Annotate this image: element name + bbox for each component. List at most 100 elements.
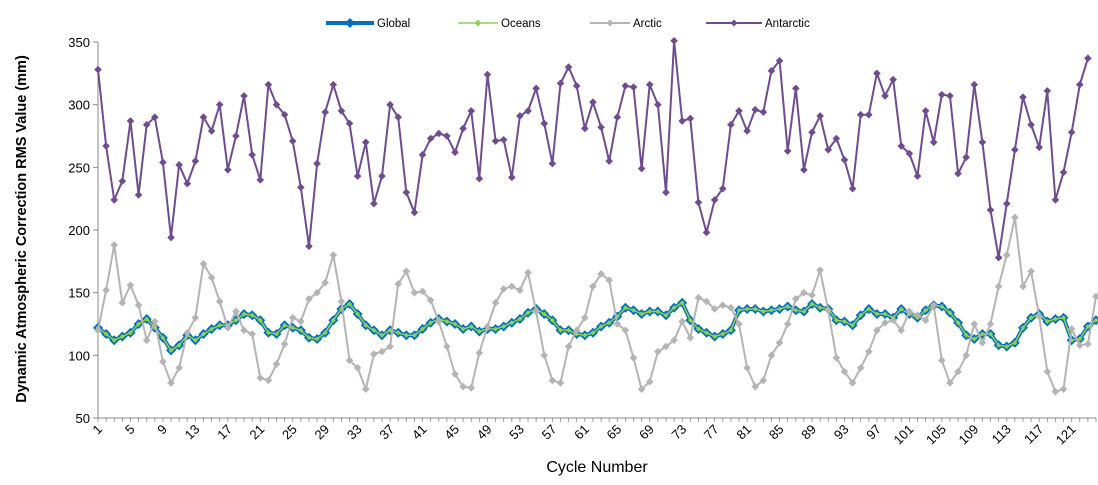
data-point-antarctic (605, 157, 613, 165)
data-point-antarctic (321, 108, 329, 116)
data-point-antarctic (459, 125, 467, 133)
data-point-arctic (695, 294, 703, 302)
x-tick-label: 101 (891, 422, 917, 448)
data-point-arctic (216, 298, 224, 306)
x-tick-label: 21 (247, 422, 268, 443)
data-point-antarctic (532, 85, 540, 93)
data-point-antarctic (378, 172, 386, 180)
data-point-antarctic (94, 66, 102, 74)
legend-label-arctic: Arctic (633, 18, 662, 30)
legend-item-antarctic: Antarctic (706, 18, 810, 30)
data-point-antarctic (743, 127, 751, 135)
data-point-antarctic (403, 189, 411, 197)
data-point-arctic (467, 384, 475, 392)
data-point-antarctic (654, 101, 662, 109)
data-point-arctic (962, 352, 970, 360)
y-tick-label: 300 (68, 98, 90, 113)
data-point-arctic (549, 377, 557, 385)
legend-item-global: Global (326, 18, 410, 30)
data-point-arctic (265, 377, 273, 385)
data-point-arctic (143, 336, 151, 344)
legend-item-oceans: Oceans (458, 18, 541, 30)
data-point-arctic (297, 318, 305, 326)
y-tick-label: 350 (68, 35, 90, 50)
data-point-antarctic (565, 63, 573, 71)
x-tick-label: 73 (668, 422, 689, 443)
data-point-antarctic (240, 92, 248, 100)
data-point-arctic (232, 308, 240, 316)
data-point-arctic (784, 320, 792, 328)
data-point-antarctic (703, 229, 711, 237)
legend-marker-antarctic (731, 20, 738, 27)
data-point-arctic (979, 339, 987, 347)
data-point-antarctic (224, 166, 232, 174)
data-point-antarctic (922, 107, 930, 115)
data-point-antarctic (589, 98, 597, 106)
data-point-antarctic (987, 206, 995, 214)
x-tick-label: 41 (409, 422, 430, 443)
data-point-arctic (565, 343, 573, 351)
data-point-arctic (127, 281, 135, 289)
data-point-antarctic (167, 234, 175, 242)
data-point-antarctic (135, 191, 143, 199)
data-point-arctic (476, 349, 484, 357)
x-tick-label: 109 (955, 422, 981, 448)
legend: Global Oceans Arctic Antarctic (326, 18, 810, 30)
series-line-antarctic (98, 41, 1088, 258)
data-point-antarctic (411, 209, 419, 217)
x-tick-label: 113 (989, 422, 1014, 447)
data-point-antarctic (662, 189, 670, 197)
data-point-antarctic (979, 138, 987, 146)
data-point-arctic (330, 251, 338, 259)
data-point-antarctic (889, 76, 897, 84)
x-tick-label: 45 (441, 422, 462, 443)
data-point-arctic (540, 352, 548, 360)
data-point-arctic (281, 340, 289, 348)
data-point-arctic (119, 299, 127, 307)
data-point-antarctic (1011, 146, 1019, 154)
data-point-antarctic (613, 113, 621, 121)
data-point-arctic (508, 283, 516, 291)
data-point-antarctic (646, 81, 654, 89)
series-global (93, 298, 1098, 356)
data-point-arctic (524, 269, 532, 277)
data-point-arctic (102, 286, 110, 294)
data-point-antarctic (1068, 128, 1076, 136)
data-point-arctic (816, 266, 824, 274)
y-tick-label: 100 (68, 348, 90, 363)
legend-label-antarctic: Antarctic (765, 18, 810, 30)
data-point-antarctic (305, 242, 313, 250)
data-point-antarctic (1076, 81, 1084, 89)
data-point-arctic (987, 320, 995, 328)
data-point-arctic (273, 360, 281, 368)
y-axis-label: Dynamic Atmospheric Correction RMS Value… (14, 55, 30, 403)
data-point-antarctic (110, 196, 118, 204)
data-point-antarctic (760, 108, 768, 116)
y-tick-label: 50 (76, 411, 90, 426)
x-tick-label: 17 (214, 422, 235, 443)
x-tick-label: 65 (604, 422, 625, 443)
data-point-arctic (443, 343, 451, 351)
y-tick-label: 150 (68, 286, 90, 301)
data-point-antarctic (970, 81, 978, 89)
x-tick-label: 37 (376, 422, 397, 443)
data-point-arctic (135, 301, 143, 309)
data-point-antarctic (419, 151, 427, 159)
data-point-antarctic (330, 81, 338, 89)
data-point-antarctic (954, 170, 962, 178)
series-layer (93, 37, 1098, 396)
data-point-antarctic (751, 106, 759, 114)
data-point-arctic (338, 298, 346, 306)
data-point-antarctic (695, 199, 703, 207)
data-point-antarctic (175, 161, 183, 169)
data-point-antarctic (484, 71, 492, 79)
data-point-antarctic (914, 172, 922, 180)
data-point-antarctic (370, 200, 378, 208)
x-tick-label: 85 (766, 422, 787, 443)
data-point-antarctic (557, 80, 565, 88)
data-point-arctic (411, 289, 419, 297)
x-tick-label: 5 (122, 422, 138, 438)
data-point-arctic (1076, 342, 1084, 350)
data-point-arctic (1052, 388, 1060, 396)
